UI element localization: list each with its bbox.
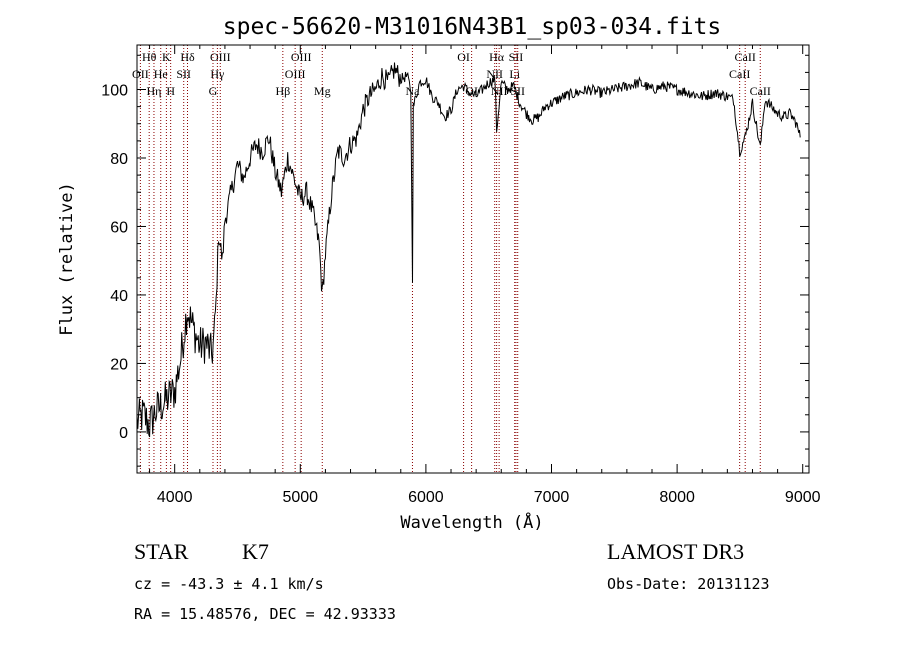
line-label-11: Hβ	[275, 84, 290, 98]
redshift-cz: cz = -43.3 ± 4.1 km/s	[134, 575, 324, 593]
line-label-18: Hα	[489, 50, 505, 64]
line-label-6: Hδ	[180, 50, 195, 64]
object-subclass: K7	[242, 539, 269, 564]
x-tick-label-1: 5000	[282, 489, 318, 506]
y-tick-label-4: 80	[110, 151, 128, 168]
line-label-9: Hγ	[210, 67, 225, 81]
y-tick-label-1: 20	[110, 356, 128, 373]
line-label-21: SII	[509, 50, 524, 64]
y-axis-label: Flux (relative)	[57, 182, 77, 336]
spectrum-series	[136, 62, 801, 438]
line-label-8: OIII	[210, 50, 231, 64]
plot-frame	[136, 44, 810, 474]
x-tick-label-3: 7000	[534, 489, 570, 506]
line-label-10: G	[209, 84, 218, 98]
line-label-22: Li	[509, 67, 520, 81]
line-label-19: NII	[486, 67, 503, 81]
y-tick-label-0: 0	[119, 425, 128, 442]
line-label-14: Mg	[314, 84, 331, 98]
x-axis-label: Wavelength (Å)	[400, 511, 543, 533]
line-label-13: OIII	[285, 67, 306, 81]
y-tick-label-5: 100	[101, 83, 128, 100]
chart-title: spec-56620-M31016N43B1_sp03-034.fits	[223, 14, 722, 40]
line-label-16: OI	[457, 50, 470, 64]
line-label-25: CaII	[729, 67, 750, 81]
line-label-5: H	[166, 84, 175, 98]
line-label-3: K	[162, 50, 171, 64]
x-tick-label-2: 6000	[408, 489, 444, 506]
line-label-2: Hη	[146, 84, 161, 98]
coordinates: RA = 15.48576, DEC = 42.93333	[134, 605, 396, 623]
axis-ticks: 4000 5000 6000 7000 8000 9000 0 20 40 60 80 100	[101, 45, 821, 506]
line-label-12: OIII	[291, 50, 312, 64]
x-tick-label-0: 4000	[157, 489, 193, 506]
y-tick-label-3: 60	[110, 219, 128, 236]
survey-name: LAMOST DR3	[607, 539, 744, 564]
line-label-1: OII	[132, 67, 149, 81]
line-label-7: SII	[176, 67, 191, 81]
line-label-0: Hθ	[142, 50, 157, 64]
line-label-24: CaII	[735, 50, 756, 64]
line-label-20: NII	[491, 84, 508, 98]
line-label-4: He	[154, 67, 168, 81]
object-class: STAR	[134, 539, 189, 564]
x-tick-label-4: 8000	[659, 489, 695, 506]
x-tick-label-5: 9000	[785, 489, 821, 506]
line-label-15: Na	[405, 84, 420, 98]
y-tick-label-2: 40	[110, 288, 128, 305]
line-label-26: CaII	[750, 84, 771, 98]
observation-date: Obs-Date: 20131123	[607, 575, 770, 593]
